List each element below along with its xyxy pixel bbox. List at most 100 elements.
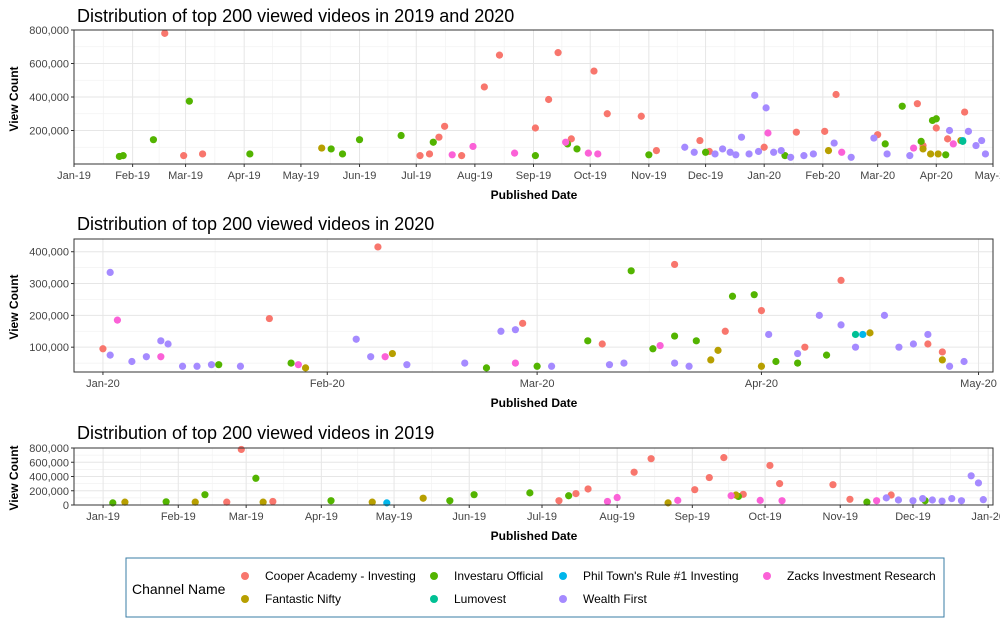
data-point [113,316,122,324]
data-point [960,357,968,366]
y-tick-label: 400,000 [29,92,69,104]
data-point [106,268,114,277]
data-point [246,150,254,158]
data-point [721,327,729,335]
data-point [913,100,921,108]
data-point [605,361,614,369]
x-tick-label: Feb-19 [115,170,150,182]
y-tick-label: 400,000 [29,472,69,484]
data-point [416,152,424,160]
chart-2020: Distribution of top 200 viewed videos in… [7,214,997,410]
data-points [115,29,990,161]
data-point [469,142,477,151]
data-point [959,137,967,145]
y-tick-label: 400,000 [29,247,69,259]
data-point [598,340,606,348]
data-point [511,359,520,367]
data-point [671,332,679,340]
data-point [533,362,541,370]
x-tick-label: Apr-20 [745,378,778,390]
data-point [726,148,734,156]
data-point [435,133,443,141]
data-point [157,353,165,361]
data-point [287,359,295,367]
data-point [690,148,698,156]
data-point [707,356,715,364]
data-point [838,148,846,156]
data-point [441,122,449,130]
legend-item: Wealth First [559,592,647,606]
legend-title: Channel Name [132,581,226,597]
data-point [776,480,784,488]
x-tick-label: Nov-19 [823,511,858,523]
x-tick-label: Aug-19 [457,170,492,182]
x-tick-label: Jun-19 [452,511,486,523]
legend-marker [559,595,567,603]
x-tick-label: Jan-20 [971,511,1000,523]
data-point [191,498,199,506]
x-tick-label: Sep-19 [675,511,710,523]
legend-label: Cooper Academy - Investing [265,569,416,583]
data-point [603,497,612,506]
data-point [157,337,165,345]
x-tick-label: Jun-19 [343,170,377,182]
data-point [781,152,789,160]
data-point [822,351,831,359]
x-tick-label: Jan-20 [747,170,781,182]
data-point [967,472,975,480]
data-point [497,327,505,335]
data-point [637,112,645,120]
grid [74,447,993,506]
x-tick-label: Apr-19 [305,511,338,523]
legend-marker [430,572,438,580]
y-tick-label: 600,000 [29,59,69,71]
data-point [656,341,664,350]
data-point [327,497,335,505]
data-point [815,311,823,319]
x-tick-label: Dec-19 [688,170,723,182]
data-point [294,361,302,369]
x-tick-label: May-20 [975,170,1000,182]
legend-entries: Cooper Academy - Investing Fantastic Nift… [241,569,936,606]
data-point [851,343,860,351]
legend-item: Lumovest [430,592,507,606]
y-tick-label: 300,000 [29,279,69,291]
data-point [866,329,874,337]
data-point [620,359,628,367]
legend-label: Investaru Official [454,569,543,583]
data-point [237,445,245,454]
x-tick-label: Mar-20 [860,170,895,182]
data-point [470,491,478,499]
y-axis-title: View Count [7,66,21,131]
data-point [873,497,881,505]
panel-border [73,447,994,506]
data-point [318,144,326,152]
data-point [519,319,527,327]
data-point [461,359,469,367]
data-point [584,337,592,345]
legend-item: Zacks Investment Research [763,569,936,583]
data-point [772,357,780,366]
x-tick-label: Oct-19 [574,170,607,182]
grid [74,239,993,372]
y-tick-label: 200,000 [29,486,69,498]
data-point [794,349,802,358]
chart-title: Distribution of top 200 viewed videos in… [77,423,434,443]
data-point [924,340,932,348]
data-point [128,357,136,366]
data-point [99,345,107,353]
data-point [567,135,575,143]
data-point [766,461,774,470]
data-point [919,145,927,153]
data-point [164,340,172,348]
data-point [978,136,986,145]
data-point [565,492,573,500]
data-point [301,364,310,372]
data-point [149,136,158,144]
data-point [728,292,737,300]
x-tick-label: Apr-20 [920,170,953,182]
data-point [883,150,891,158]
chart-2019: Distribution of top 200 viewed videos in… [7,423,1000,543]
data-point [531,152,539,160]
panel-border [73,238,994,373]
